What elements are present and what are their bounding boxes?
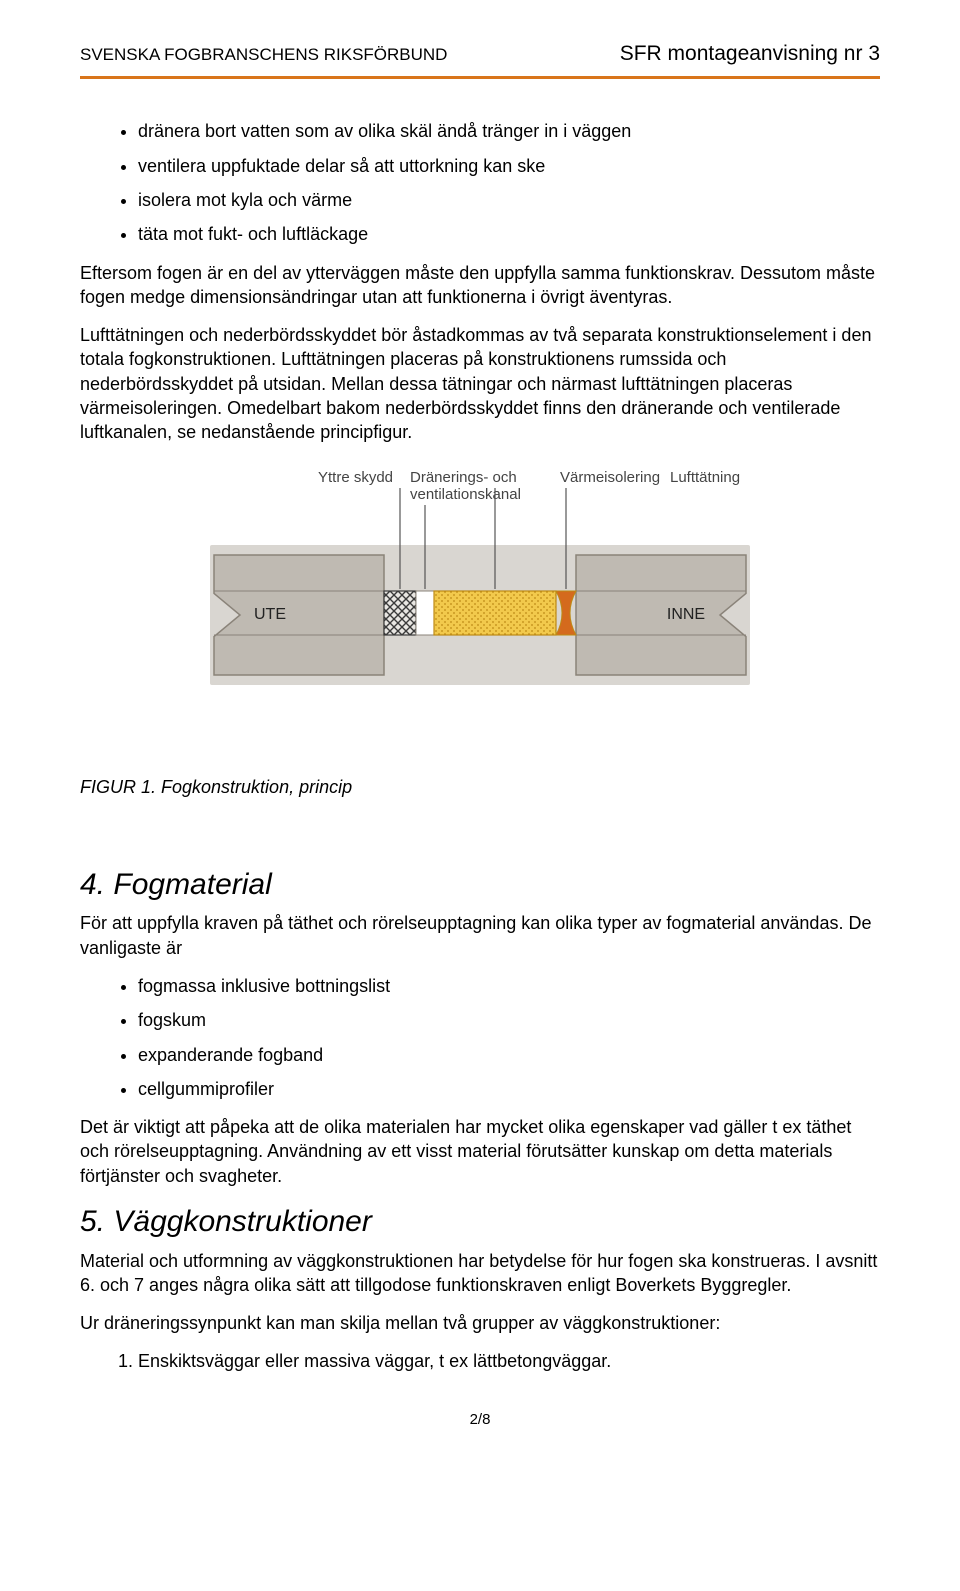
list-item: täta mot fukt- och luftläckage	[138, 222, 880, 246]
header-rule	[80, 76, 880, 79]
page-content: dränera bort vatten som av olika skäl än…	[80, 119, 880, 1373]
paragraph: Material och utformning av väggkonstrukt…	[80, 1249, 880, 1298]
paragraph: För att uppfylla kraven på täthet och rö…	[80, 911, 880, 960]
bullet-list-1: dränera bort vatten som av olika skäl än…	[138, 119, 880, 246]
list-item: isolera mot kyla och värme	[138, 188, 880, 212]
svg-text:Yttre skydd: Yttre skydd	[318, 469, 393, 486]
numbered-list-1: Enskiktsväggar eller massiva väggar, t e…	[138, 1349, 880, 1373]
svg-text:INNE: INNE	[667, 606, 705, 623]
svg-text:Dränerings- ochventilationskan: Dränerings- ochventilationskanal	[410, 469, 521, 503]
section-5-heading: 5. Väggkonstruktioner	[80, 1202, 880, 1243]
list-item: cellgummiprofiler	[138, 1077, 880, 1101]
page-header: SVENSKA FOGBRANSCHENS RIKSFÖRBUND SFR mo…	[80, 40, 880, 68]
section-title: Fogmaterial	[113, 868, 271, 901]
page-number: 2/8	[80, 1410, 880, 1430]
list-item: expanderande fogband	[138, 1043, 880, 1067]
paragraph: Eftersom fogen är en del av ytterväggen …	[80, 261, 880, 310]
section-number: 4.	[80, 868, 105, 901]
list-item: Enskiktsväggar eller massiva väggar, t e…	[138, 1349, 880, 1373]
paragraph: Det är viktigt att påpeka att de olika m…	[80, 1115, 880, 1188]
figure-1: Yttre skydd Dränerings- ochventilationska…	[80, 459, 880, 839]
header-right: SFR montageanvisning nr 3	[620, 40, 880, 68]
fog-construction-diagram: Yttre skydd Dränerings- ochventilationska…	[210, 459, 750, 739]
section-4-heading: 4. Fogmaterial	[80, 865, 880, 906]
paragraph: Lufttätningen och nederbördsskyddet bör …	[80, 323, 880, 444]
paragraph: Ur dräneringssynpunkt kan man skilja mel…	[80, 1311, 880, 1335]
header-left: SVENSKA FOGBRANSCHENS RIKSFÖRBUND	[80, 44, 447, 67]
figure-caption: FIGUR 1. Fogkonstruktion, princip	[80, 775, 352, 799]
svg-text:Lufttätning: Lufttätning	[670, 469, 740, 486]
svg-text:UTE: UTE	[254, 606, 286, 623]
section-title: Väggkonstruktioner	[113, 1205, 372, 1238]
svg-text:Värmeisolering: Värmeisolering	[560, 469, 660, 486]
list-item: ventilera uppfuktade delar så att uttork…	[138, 154, 880, 178]
list-item: fogmassa inklusive bottningslist	[138, 974, 880, 998]
list-item: dränera bort vatten som av olika skäl än…	[138, 119, 880, 143]
section-number: 5.	[80, 1205, 105, 1238]
list-item: fogskum	[138, 1008, 880, 1032]
bullet-list-2: fogmassa inklusive bottningslist fogskum…	[138, 974, 880, 1101]
